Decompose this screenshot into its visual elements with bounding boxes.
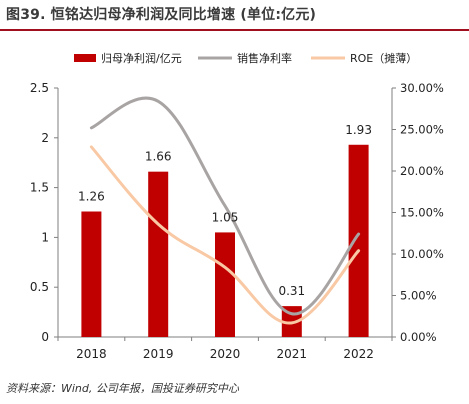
y-left-tick-label: 2.5 xyxy=(30,81,49,95)
y-right-tick-label: 25.00% xyxy=(400,123,444,137)
x-tick-label: 2020 xyxy=(210,347,241,361)
bar-data-label: 1.26 xyxy=(78,190,105,204)
roe-line xyxy=(89,145,361,325)
bar xyxy=(215,232,235,337)
y-right-tick-label: 10.00% xyxy=(400,247,444,261)
y-right-tick-label: 0.00% xyxy=(400,330,437,344)
y-left-tick-label: 2 xyxy=(41,131,49,145)
legend-label: 归母净利润/亿元 xyxy=(101,51,182,65)
x-tick-label: 2018 xyxy=(76,347,107,361)
legend-label: 销售净利率 xyxy=(237,51,292,65)
y-left-tick-label: 1 xyxy=(41,230,49,244)
x-tick-label: 2022 xyxy=(343,347,374,361)
title-divider xyxy=(0,29,469,31)
y-left-tick-label: 1.5 xyxy=(30,181,49,195)
y-right-tick-label: 20.00% xyxy=(400,164,444,178)
legend-label: ROE（摊薄） xyxy=(350,51,417,65)
y-right-tick-label: 5.00% xyxy=(400,289,437,303)
bar xyxy=(348,144,369,337)
y-left-tick-label: 0.5 xyxy=(30,280,49,294)
bar xyxy=(81,211,102,337)
x-tick-label: 2021 xyxy=(277,347,308,361)
y-right-tick-label: 30.00% xyxy=(400,81,444,95)
source-note: 资料来源：Wind, 公司年报，国投证券研究中心 xyxy=(6,382,239,395)
y-left-tick-label: 0 xyxy=(41,330,49,344)
bar-data-label: 1.66 xyxy=(145,150,172,164)
net-margin-line xyxy=(89,96,361,316)
y-right-tick-label: 15.00% xyxy=(400,206,444,220)
chart: 0 0.5 1 1.5 2 2.5 0.00% 5.00% 10.00% 15.00% 20.00%… xyxy=(30,51,444,361)
bar-data-label: 0.31 xyxy=(278,284,305,298)
x-tick-label: 2019 xyxy=(143,347,174,361)
bar-data-label: 1.05 xyxy=(212,210,239,224)
bar-data-label: 1.93 xyxy=(345,123,372,137)
bar xyxy=(148,171,169,337)
legend-swatch-bar xyxy=(74,54,96,62)
figure-title: 图39. 恒铭达归母净利润及同比增速 (单位:亿元) xyxy=(6,7,317,23)
